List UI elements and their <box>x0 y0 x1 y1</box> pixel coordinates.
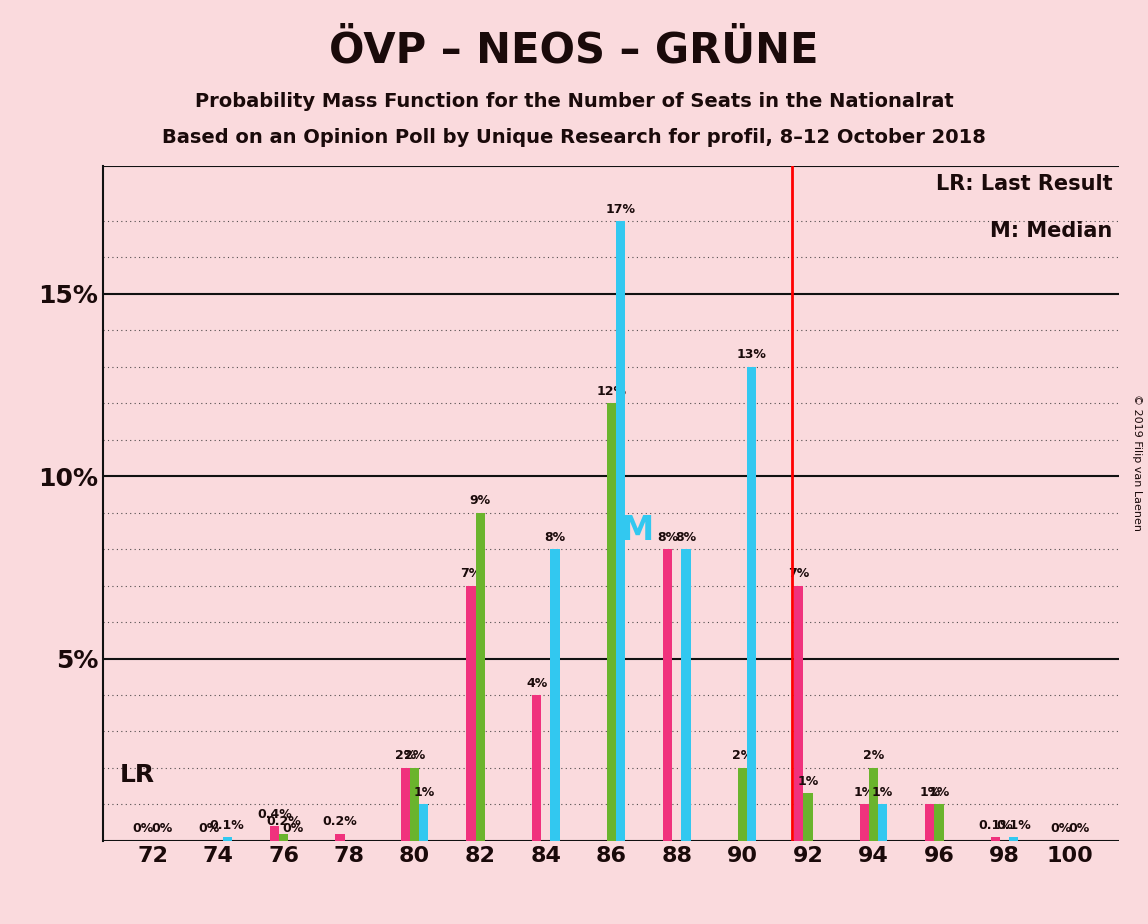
Text: 1%: 1% <box>872 786 893 799</box>
Text: LR: LR <box>119 763 155 787</box>
Text: 12%: 12% <box>596 384 627 398</box>
Text: 17%: 17% <box>605 202 636 215</box>
Text: 2%: 2% <box>863 749 884 762</box>
Text: 0.1%: 0.1% <box>210 819 245 832</box>
Bar <box>475 513 484 841</box>
Text: 0.4%: 0.4% <box>257 808 292 821</box>
Text: 0%: 0% <box>1050 822 1071 835</box>
Text: Probability Mass Function for the Number of Seats in the Nationalrat: Probability Mass Function for the Number… <box>195 92 953 112</box>
Text: 1%: 1% <box>413 786 434 799</box>
Bar <box>1009 837 1018 841</box>
Text: 7%: 7% <box>460 567 482 580</box>
Text: 8%: 8% <box>544 530 566 543</box>
Bar <box>869 768 878 841</box>
Text: 0.2%: 0.2% <box>323 815 357 828</box>
Text: 0.1%: 0.1% <box>996 819 1031 832</box>
Bar <box>335 833 344 841</box>
Bar <box>860 805 869 841</box>
Bar <box>682 549 691 841</box>
Bar <box>615 221 625 841</box>
Text: 0.2%: 0.2% <box>266 815 301 828</box>
Bar <box>878 805 887 841</box>
Text: 1%: 1% <box>854 786 875 799</box>
Bar <box>991 837 1000 841</box>
Text: 2%: 2% <box>395 749 416 762</box>
Text: 0%: 0% <box>199 822 219 835</box>
Bar <box>794 586 804 841</box>
Text: M: Median: M: Median <box>991 221 1112 241</box>
Bar <box>270 826 279 841</box>
Bar <box>664 549 673 841</box>
Bar <box>747 367 757 841</box>
Bar <box>410 768 419 841</box>
Text: 2%: 2% <box>404 749 425 762</box>
Text: 0.1%: 0.1% <box>978 819 1013 832</box>
Text: 0%: 0% <box>152 822 172 835</box>
Text: 4%: 4% <box>526 676 548 689</box>
Text: 13%: 13% <box>737 348 767 361</box>
Text: 9%: 9% <box>470 494 491 507</box>
Text: 8%: 8% <box>657 530 678 543</box>
Text: 2%: 2% <box>731 749 753 762</box>
Bar <box>419 805 428 841</box>
Text: 0%: 0% <box>133 822 154 835</box>
Bar <box>804 794 813 841</box>
Text: M: M <box>621 515 654 547</box>
Text: Based on an Opinion Poll by Unique Research for profil, 8–12 October 2018: Based on an Opinion Poll by Unique Resea… <box>162 128 986 147</box>
Bar <box>466 586 475 841</box>
Bar <box>925 805 934 841</box>
Text: 8%: 8% <box>675 530 697 543</box>
Text: 0%: 0% <box>1069 822 1089 835</box>
Text: 7%: 7% <box>789 567 809 580</box>
Text: 1%: 1% <box>920 786 940 799</box>
Text: 1%: 1% <box>798 775 819 788</box>
Text: © 2019 Filip van Laenen: © 2019 Filip van Laenen <box>1132 394 1141 530</box>
Bar <box>401 768 410 841</box>
Text: LR: Last Result: LR: Last Result <box>936 174 1112 194</box>
Bar <box>550 549 559 841</box>
Bar <box>738 768 747 841</box>
Bar <box>934 805 944 841</box>
Bar <box>607 403 615 841</box>
Bar <box>279 833 288 841</box>
Bar <box>223 837 232 841</box>
Text: 1%: 1% <box>929 786 949 799</box>
Text: ÖVP – NEOS – GRÜNE: ÖVP – NEOS – GRÜNE <box>329 30 819 71</box>
Text: 0%: 0% <box>282 822 303 835</box>
Bar <box>532 695 541 841</box>
